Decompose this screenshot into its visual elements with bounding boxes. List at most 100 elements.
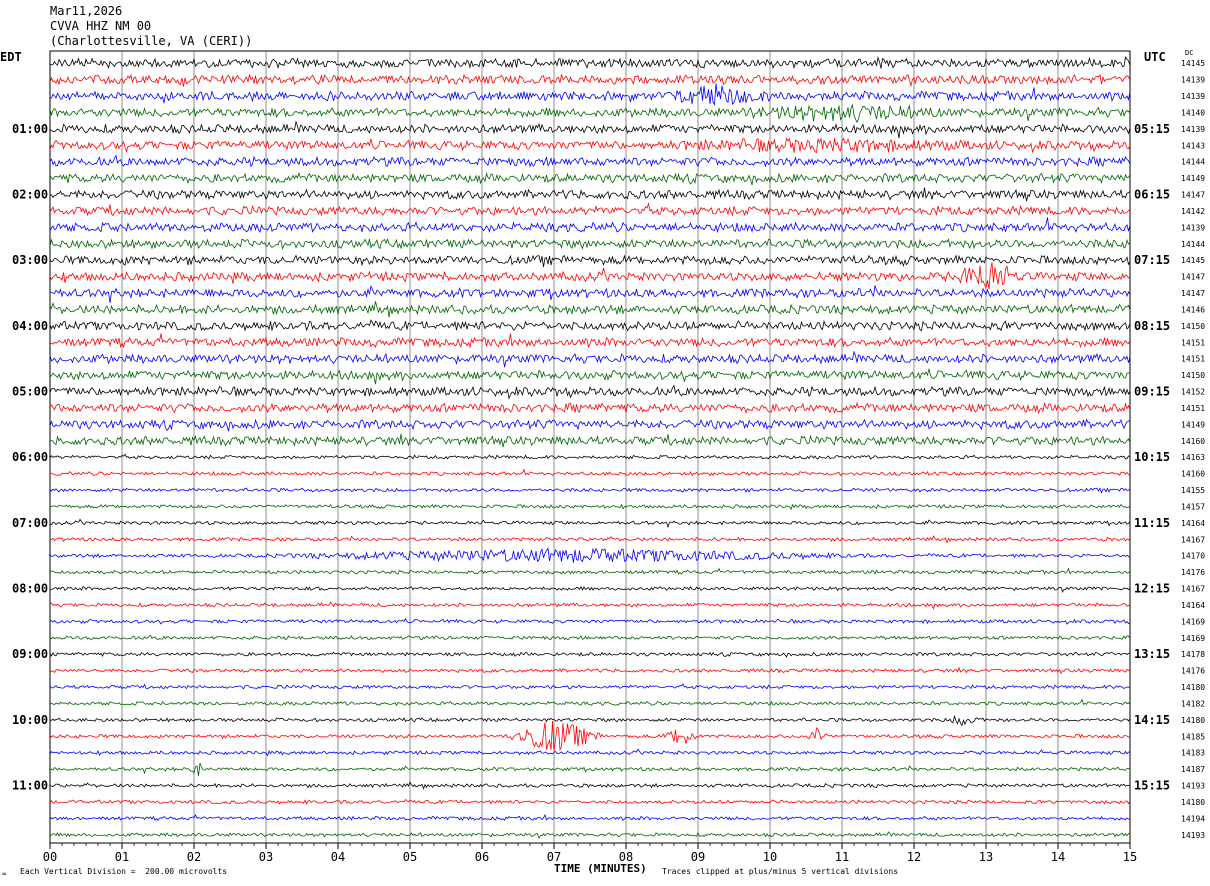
seismic-trace (49, 683, 1131, 690)
seismic-trace (49, 301, 1131, 318)
edt-hour-label: 01:00 (12, 122, 48, 136)
header-date: Mar11,2026 (50, 4, 123, 18)
dc-value-label: 14176 (1181, 667, 1205, 676)
seismic-trace (49, 319, 1131, 332)
x-axis-title: TIME (MINUTES) (554, 862, 647, 875)
vertical-division-note: Each Vertical Division = 200.00 microvol… (20, 867, 228, 876)
x-tick-label: 05 (403, 850, 417, 864)
dc-value-label: 14144 (1181, 240, 1205, 249)
dc-value-label: 14139 (1181, 223, 1205, 232)
dc-value-label: 14163 (1181, 453, 1205, 462)
utc-hour-label: 05:15 (1134, 122, 1170, 136)
seismic-trace (49, 781, 1130, 790)
utc-hour-label: 06:15 (1134, 188, 1170, 202)
utc-hour-label: 12:15 (1134, 582, 1170, 596)
seismic-trace (49, 518, 1131, 529)
seismic-trace (49, 762, 1131, 777)
edt-hour-label: 03:00 (12, 253, 48, 267)
seismic-trace (49, 103, 1131, 124)
dc-value-label: 14139 (1181, 125, 1205, 134)
seismic-trace (49, 799, 1131, 805)
seismic-trace (49, 384, 1131, 400)
seismic-trace (49, 120, 1131, 139)
header-block: Mar11,2026 CVVA HHZ NM 00 (Charlottesville… (50, 4, 252, 49)
dc-value-label: 14150 (1181, 371, 1205, 380)
x-tick-label: 13 (979, 850, 993, 864)
edt-hour-label: 07:00 (12, 516, 48, 530)
seismic-trace (49, 453, 1131, 460)
seismic-trace (49, 535, 1131, 544)
dc-value-label: 14144 (1181, 158, 1205, 167)
edt-hour-label: 02:00 (12, 188, 48, 202)
edt-hour-label: 04:00 (12, 319, 48, 333)
dc-value-label: 14160 (1181, 437, 1205, 446)
header-station: CVVA HHZ NM 00 (50, 19, 152, 33)
x-tick-label: 15 (1123, 850, 1137, 864)
x-tick-label: 03 (259, 850, 273, 864)
x-tick-label: 01 (115, 850, 129, 864)
dc-value-label: 14178 (1181, 650, 1205, 659)
dc-value-label: 14193 (1181, 782, 1205, 791)
edt-hour-label: 09:00 (12, 647, 48, 661)
dc-value-label: 14164 (1181, 519, 1205, 528)
dc-value-label: 14151 (1181, 404, 1205, 413)
seismic-trace (49, 217, 1131, 234)
dc-value-label: 14157 (1181, 502, 1205, 511)
seismic-trace (49, 567, 1131, 575)
plot-frame (49, 50, 1131, 844)
dc-value-label: 14149 (1181, 420, 1205, 429)
dc-value-label: 14164 (1181, 601, 1205, 610)
dc-value-label: 14145 (1181, 59, 1205, 68)
seismic-trace (49, 171, 1131, 186)
seismic-trace (49, 714, 1131, 727)
seismic-trace (49, 503, 1131, 511)
seismic-trace (49, 350, 1131, 368)
dc-value-label: 14149 (1181, 174, 1205, 183)
seismic-trace (49, 254, 1131, 268)
edt-hour-label: 06:00 (12, 450, 48, 464)
dc-value-label: 14169 (1181, 617, 1205, 626)
dc-value-label: 14147 (1181, 273, 1205, 282)
seismic-trace (49, 547, 1131, 563)
dc-value-label: 14147 (1181, 289, 1205, 298)
utc-hour-label: 10:15 (1134, 450, 1170, 464)
seismic-trace (49, 487, 1131, 494)
x-tick-label: 10 (763, 850, 777, 864)
edt-hour-label: 05:00 (12, 385, 48, 399)
seismic-trace (49, 666, 1131, 675)
seismic-trace (49, 418, 1131, 432)
dc-value-label: 14155 (1181, 486, 1205, 495)
dc-value-label: 14139 (1181, 92, 1205, 101)
dc-value-label: 14185 (1181, 732, 1205, 741)
x-tick-label: 08 (619, 850, 633, 864)
seismic-trace (49, 401, 1131, 415)
seismic-trace (49, 55, 1131, 70)
dc-value-label: 14160 (1181, 470, 1205, 479)
seismic-trace (49, 73, 1131, 88)
utc-hour-label: 08:15 (1134, 319, 1170, 333)
seismic-trace (49, 651, 1130, 658)
dc-value-label: 14167 (1181, 585, 1205, 594)
x-tick-label: 09 (691, 850, 705, 864)
dc-value-label: 14180 (1181, 683, 1205, 692)
x-tick-label: 14 (1051, 850, 1065, 864)
seismic-trace (49, 601, 1131, 610)
x-tick-label: 12 (907, 850, 921, 864)
dc-value-label: 14150 (1181, 322, 1205, 331)
x-tick-label: 04 (331, 850, 345, 864)
corner-mark: ≈ (2, 870, 7, 878)
dc-value-label: 14194 (1181, 814, 1205, 823)
edt-hour-label: 08:00 (12, 582, 48, 596)
utc-hour-label: 11:15 (1134, 516, 1170, 530)
dc-value-label: 14140 (1181, 108, 1205, 117)
seismic-trace (49, 154, 1131, 168)
dc-value-label: 14147 (1181, 191, 1205, 200)
right-timezone-label: UTC (1144, 50, 1166, 64)
dc-value-label: 14182 (1181, 699, 1205, 708)
clip-note: Traces clipped at plus/minus 5 vertical … (662, 867, 899, 876)
seismic-trace (49, 748, 1131, 757)
seismic-trace (49, 698, 1131, 707)
seismic-trace (49, 468, 1131, 477)
edt-hour-label: 11:00 (12, 779, 48, 793)
